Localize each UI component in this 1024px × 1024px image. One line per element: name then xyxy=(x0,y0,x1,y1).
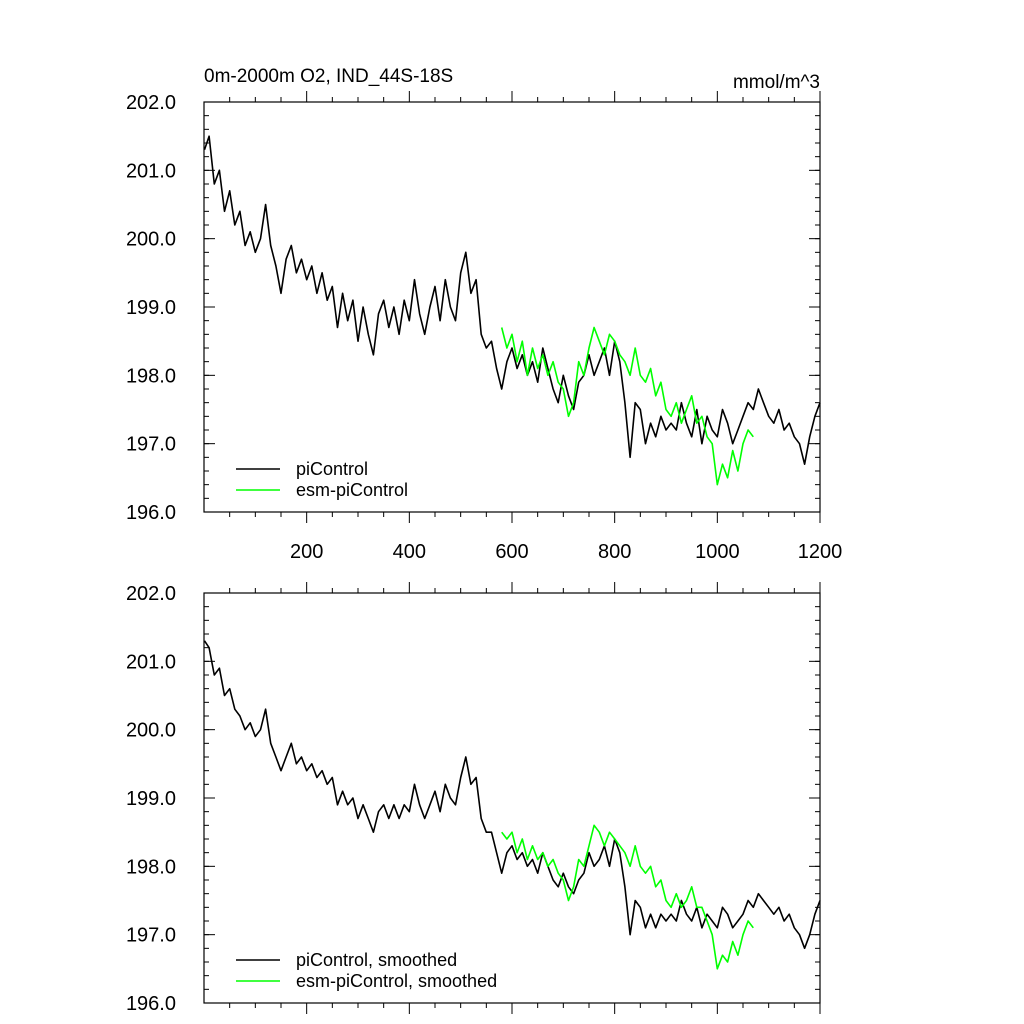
y-tick-label: 201.0 xyxy=(126,651,176,673)
legend-label: esm-piControl xyxy=(296,480,408,500)
legend-label: piControl xyxy=(296,459,368,479)
top-panel: 0m-2000m O2, IND_44S-18S mmol/m^3 196.0 1… xyxy=(126,66,842,563)
y-tick-label: 202.0 xyxy=(126,583,176,605)
y-tick-label: 197.0 xyxy=(126,434,176,456)
y-tick-label: 198.0 xyxy=(126,856,176,878)
y-tick-label: 196.0 xyxy=(126,502,176,524)
series-line xyxy=(501,824,754,970)
chart-title: 0m-2000m O2, IND_44S-18S xyxy=(204,66,453,87)
plot-frame xyxy=(203,101,821,513)
bottom-panel: 196.0 197.0 198.0 199.0 200.0 201.0 202.0 piCon… xyxy=(126,582,821,1015)
legend-label: esm-piControl, smoothed xyxy=(296,971,497,991)
plot-frame xyxy=(203,592,821,1004)
y-tick-label: 199.0 xyxy=(126,297,176,319)
series-line xyxy=(203,640,821,950)
x-tick-label: 600 xyxy=(495,541,528,563)
units-label: mmol/m^3 xyxy=(733,72,820,93)
x-tick-label: 400 xyxy=(393,541,426,563)
y-tick-label: 196.0 xyxy=(126,993,176,1015)
x-tick-label: 800 xyxy=(598,541,631,563)
y-tick-label: 202.0 xyxy=(126,92,176,114)
y-tick-label: 201.0 xyxy=(126,160,176,182)
y-tick-label: 200.0 xyxy=(126,229,176,251)
series-line xyxy=(203,135,821,466)
y-tick-label: 198.0 xyxy=(126,365,176,387)
y-tick-label: 200.0 xyxy=(126,720,176,742)
x-tick-label: 200 xyxy=(290,541,323,563)
series-line xyxy=(500,326,754,486)
x-tick-label: 1200 xyxy=(798,541,843,563)
x-tick-label: 1000 xyxy=(695,541,740,563)
legend-label: piControl, smoothed xyxy=(296,950,457,970)
y-tick-label: 197.0 xyxy=(126,925,176,947)
y-tick-label: 199.0 xyxy=(126,788,176,810)
